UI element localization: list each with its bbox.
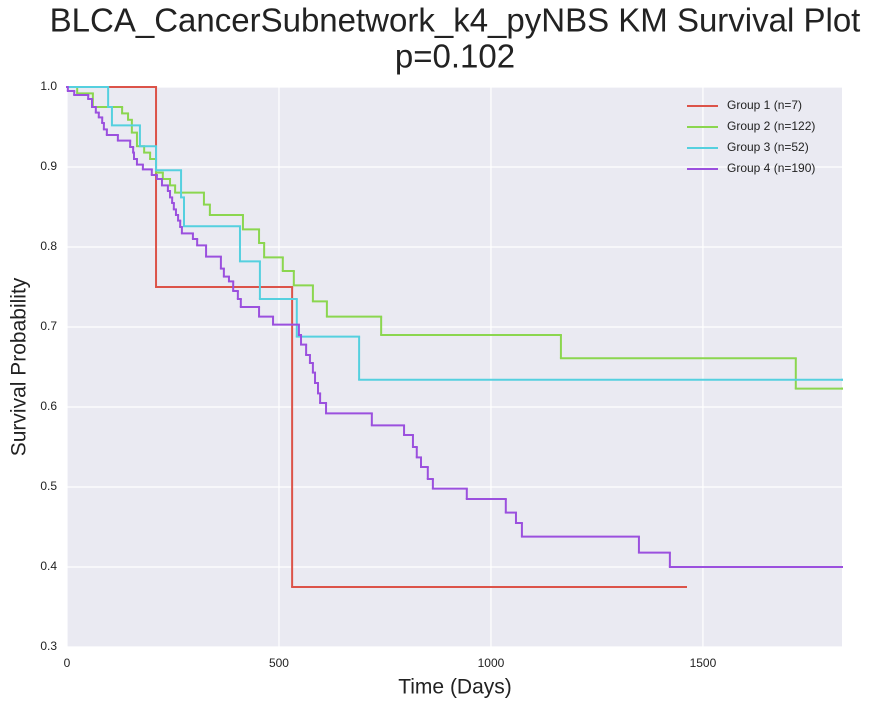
chart-title: BLCA_CancerSubnetwork_k4_pyNBS KM Surviv… <box>50 2 861 39</box>
legend-label: Group 2 (n=122) <box>727 119 815 133</box>
x-tick-label: 0 <box>64 656 71 670</box>
y-axis-label: Survival Probability <box>8 277 31 456</box>
y-tick-label: 0.8 <box>40 239 57 253</box>
y-tick-label: 1.0 <box>40 79 57 93</box>
x-tick-label: 500 <box>269 656 289 670</box>
chart-subtitle: p=0.102 <box>395 38 515 75</box>
y-tick-label: 0.7 <box>40 319 57 333</box>
ticks: 0.3 0.4 0.5 0.6 0.7 0.8 0.9 1.0 0 500 1000 1500 <box>40 79 716 670</box>
plot-background <box>67 87 842 647</box>
legend-label: Group 3 (n=52) <box>727 140 809 154</box>
grid <box>66 86 842 648</box>
y-tick-label: 0.4 <box>40 559 57 573</box>
legend: Group 1 (n=7) Group 2 (n=122) Group 3 (n=5… <box>687 98 815 175</box>
x-axis-label: Time (Days) <box>398 676 512 699</box>
x-tick-label: 1000 <box>478 656 505 670</box>
y-tick-label: 0.3 <box>40 639 57 653</box>
y-tick-label: 0.9 <box>40 159 57 173</box>
y-tick-label: 0.6 <box>40 399 57 413</box>
legend-label: Group 4 (n=190) <box>727 161 815 175</box>
y-tick-label: 0.5 <box>40 479 57 493</box>
lines <box>66 86 843 588</box>
x-tick-label: 1500 <box>690 656 717 670</box>
legend-label: Group 1 (n=7) <box>727 98 802 112</box>
